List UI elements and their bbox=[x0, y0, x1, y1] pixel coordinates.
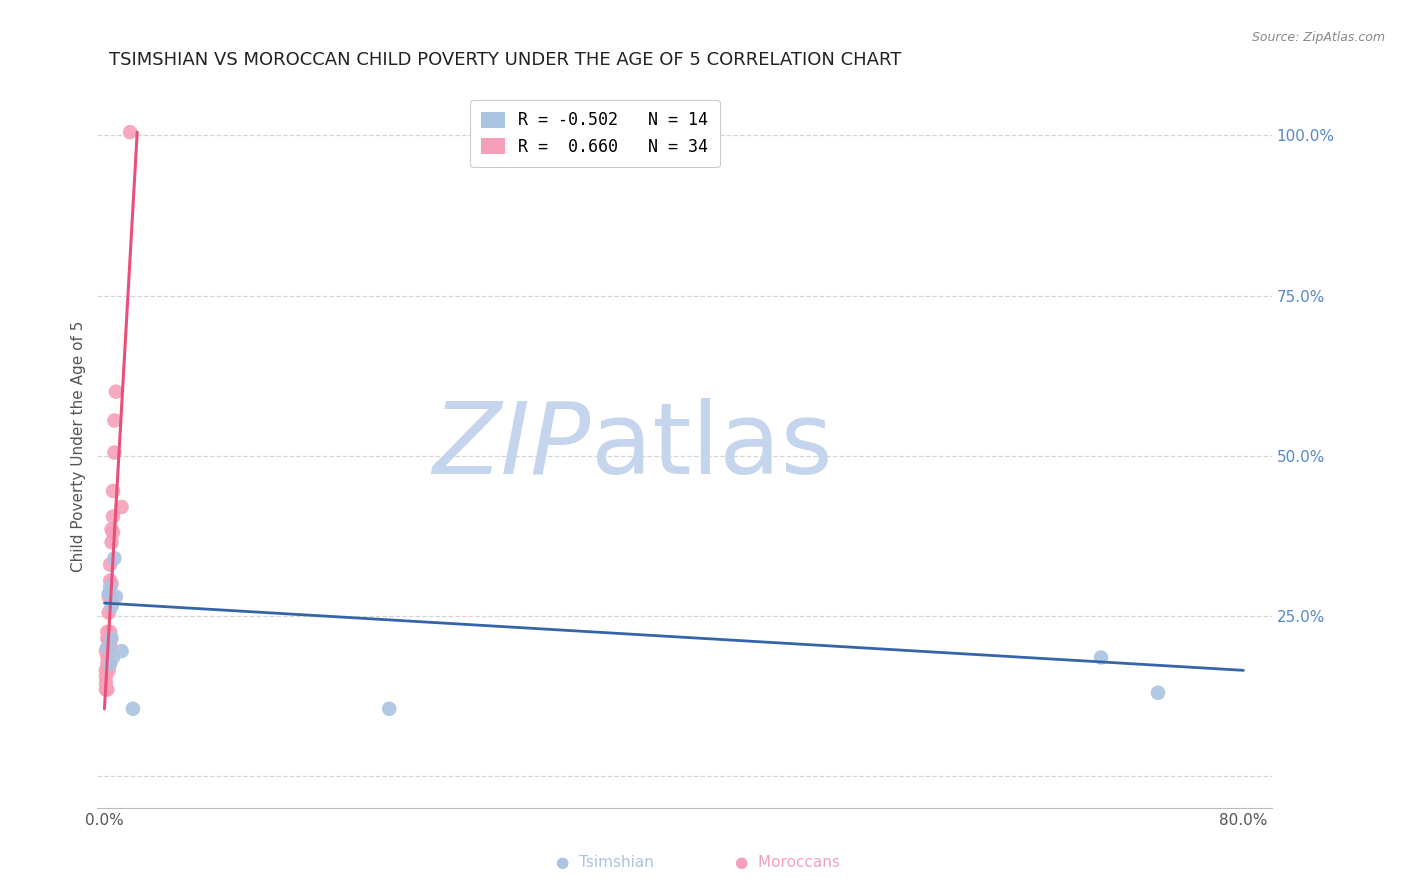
Point bbox=[96, 650, 118, 665]
Point bbox=[96, 682, 118, 697]
Y-axis label: Child Poverty Under the Age of 5: Child Poverty Under the Age of 5 bbox=[72, 320, 86, 572]
Point bbox=[96, 640, 118, 655]
Point bbox=[98, 574, 121, 588]
Point bbox=[103, 551, 125, 566]
Text: ●  Tsimshian: ● Tsimshian bbox=[555, 855, 654, 870]
Point bbox=[98, 580, 121, 594]
Point bbox=[104, 384, 127, 399]
Point bbox=[104, 590, 127, 604]
Point bbox=[98, 558, 121, 572]
Point bbox=[94, 682, 117, 697]
Point bbox=[94, 670, 117, 684]
Point bbox=[96, 632, 118, 646]
Point bbox=[97, 663, 120, 677]
Point bbox=[101, 650, 124, 665]
Point bbox=[1090, 650, 1112, 665]
Point bbox=[101, 509, 124, 524]
Point bbox=[98, 632, 121, 646]
Text: Source: ZipAtlas.com: Source: ZipAtlas.com bbox=[1251, 31, 1385, 45]
Point bbox=[94, 676, 117, 690]
Text: ●  Moroccans: ● Moroccans bbox=[735, 855, 839, 870]
Point bbox=[96, 657, 118, 671]
Point bbox=[100, 590, 122, 604]
Legend: R = -0.502   N = 14, R =  0.660   N = 34: R = -0.502 N = 14, R = 0.660 N = 34 bbox=[470, 100, 720, 168]
Point bbox=[101, 483, 124, 498]
Point bbox=[98, 624, 121, 639]
Point bbox=[97, 632, 120, 646]
Point bbox=[120, 125, 142, 139]
Point bbox=[96, 640, 118, 655]
Point bbox=[97, 606, 120, 620]
Point bbox=[98, 657, 121, 671]
Point bbox=[100, 599, 122, 614]
Point bbox=[94, 663, 117, 677]
Point bbox=[101, 525, 124, 540]
Point bbox=[103, 445, 125, 459]
Text: atlas: atlas bbox=[591, 398, 832, 494]
Point bbox=[103, 413, 125, 427]
Point bbox=[97, 590, 120, 604]
Point bbox=[122, 702, 145, 716]
Text: ZIP: ZIP bbox=[433, 398, 591, 494]
Point bbox=[98, 638, 121, 652]
Point bbox=[97, 644, 120, 658]
Point bbox=[97, 657, 120, 671]
Point bbox=[97, 586, 120, 600]
Point bbox=[100, 522, 122, 536]
Point bbox=[100, 577, 122, 591]
Point bbox=[94, 644, 117, 658]
Point bbox=[1147, 686, 1170, 700]
Point bbox=[110, 500, 132, 514]
Point bbox=[100, 535, 122, 549]
Point bbox=[110, 644, 132, 658]
Point bbox=[100, 632, 122, 646]
Point bbox=[96, 624, 118, 639]
Point bbox=[378, 702, 401, 716]
Text: TSIMSHIAN VS MOROCCAN CHILD POVERTY UNDER THE AGE OF 5 CORRELATION CHART: TSIMSHIAN VS MOROCCAN CHILD POVERTY UNDE… bbox=[110, 51, 901, 69]
